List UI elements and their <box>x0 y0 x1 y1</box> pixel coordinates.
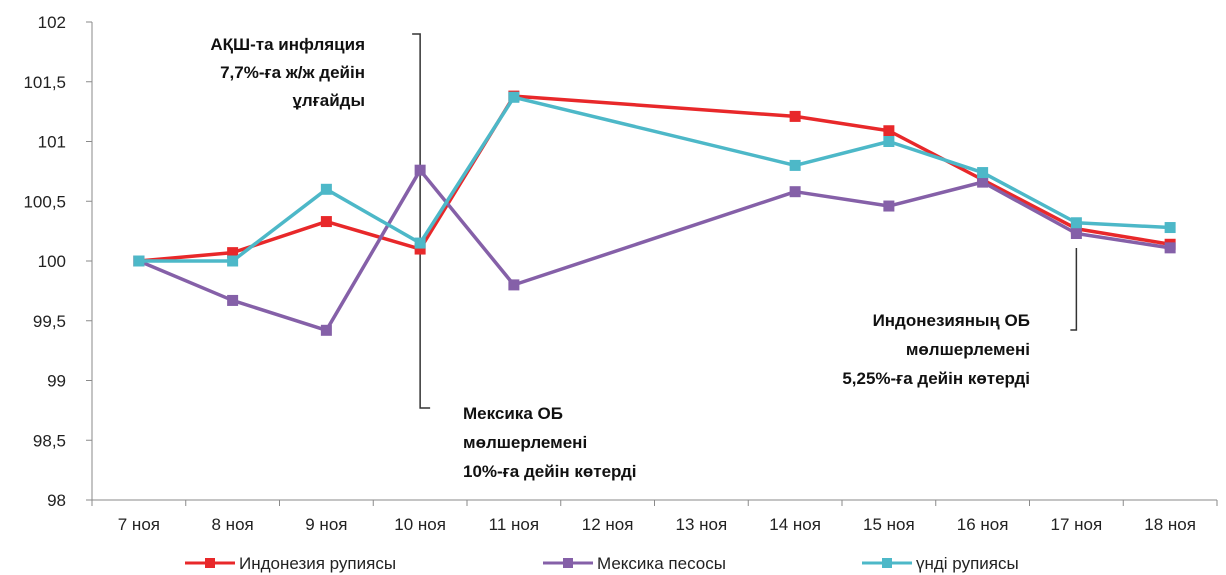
series-line <box>138 168 1171 333</box>
x-tick-label: 11 ноя <box>489 515 539 534</box>
x-tick-label: 12 ноя <box>582 515 634 534</box>
data-point-marker <box>320 324 332 336</box>
annotation-line: АҚШ-та инфляция <box>210 35 365 54</box>
x-tick-label: 8 ноя <box>212 515 254 534</box>
data-point-marker <box>414 164 426 176</box>
data-point-marker <box>320 216 332 228</box>
legend-label: үнді рупиясы <box>916 554 1019 573</box>
series-line <box>138 95 1171 263</box>
y-axis-ticks: 98 98,5 99 99,5 100 100,5 101 101,5 102 <box>23 13 92 510</box>
x-tick-label: 16 ноя <box>957 515 1009 534</box>
annotation-line: мөлшерлемені <box>463 433 587 452</box>
data-point-marker <box>133 255 145 267</box>
y-tick-label: 100,5 <box>23 192 66 211</box>
x-tick-label: 13 ноя <box>676 515 728 534</box>
annotation-line: ұлғайды <box>292 91 365 110</box>
x-tick-label: 7 ноя <box>118 515 160 534</box>
data-point-marker <box>789 159 801 171</box>
annotation-us-inflation: АҚШ-та инфляция 7,7%-ға ж/ж дейін ұлғайд… <box>210 35 365 110</box>
data-point-marker <box>1070 217 1082 229</box>
legend-swatch-marker <box>563 558 573 568</box>
data-point-marker <box>508 91 520 103</box>
data-point-marker <box>320 183 332 195</box>
annotation-line: 5,25%-ға дейін көтерді <box>842 369 1030 388</box>
legend-swatch-marker <box>205 558 215 568</box>
data-point-marker <box>789 186 801 198</box>
y-tick-label: 101 <box>38 133 66 152</box>
annotation-indonesia-rate: Индонезияның ОБ мөлшерлемені 5,25%-ға де… <box>842 311 1030 388</box>
data-point-marker <box>789 110 801 122</box>
x-tick-label: 10 ноя <box>394 515 446 534</box>
y-tick-label: 98 <box>47 491 66 510</box>
data-point-marker <box>414 237 426 249</box>
data-point-marker <box>883 125 895 137</box>
annotation-line: мөлшерлемені <box>906 340 1030 359</box>
data-point-marker <box>977 176 989 188</box>
chart-series <box>133 90 1176 336</box>
y-tick-label: 102 <box>38 13 66 32</box>
y-tick-label: 101,5 <box>23 73 66 92</box>
data-point-marker <box>977 167 989 179</box>
y-tick-label: 100 <box>38 252 66 271</box>
data-point-marker <box>227 294 239 306</box>
x-tick-label: 17 ноя <box>1051 515 1103 534</box>
y-tick-label: 99 <box>47 372 66 391</box>
legend-label: Мексика песосы <box>597 554 726 573</box>
x-tick-label: 18 ноя <box>1144 515 1196 534</box>
chart-legend: Индонезия рупиясы Мексика песосы үнді ру… <box>185 554 1019 573</box>
annotation-line: 10%-ға дейін көтерді <box>463 462 637 481</box>
annotation-line: Индонезияның ОБ <box>873 311 1030 330</box>
data-point-marker <box>883 200 895 212</box>
annotation-leader-line <box>1070 248 1078 331</box>
x-axis-ticks: 7 ноя 8 ноя 9 ноя 10 ноя 11 ноя 12 ноя 13 ноя 1… <box>91 500 1218 534</box>
data-point-marker <box>1164 242 1176 254</box>
annotation-mexico-rate: Мексика ОБ мөлшерлемені 10%-ға дейін көт… <box>463 404 637 481</box>
legend-swatch-marker <box>882 558 892 568</box>
series-line <box>138 94 1171 263</box>
y-tick-label: 99,5 <box>33 312 66 331</box>
legend-label: Индонезия рупиясы <box>239 554 396 573</box>
x-tick-label: 14 ноя <box>769 515 821 534</box>
y-tick-label: 98,5 <box>33 431 66 450</box>
data-point-marker <box>508 279 520 291</box>
legend-item-indonesia: Индонезия рупиясы <box>185 554 396 573</box>
x-tick-label: 9 ноя <box>305 515 347 534</box>
annotation-line: 7,7%-ға ж/ж дейін <box>220 63 365 82</box>
data-point-marker <box>883 136 895 147</box>
data-point-marker <box>1070 228 1082 240</box>
data-point-marker <box>227 255 239 267</box>
chart-axes <box>91 22 1217 501</box>
legend-item-india: үнді рупиясы <box>862 554 1019 573</box>
legend-item-mexico: Мексика песосы <box>543 554 726 573</box>
annotation-line: Мексика ОБ <box>463 404 563 423</box>
data-point-marker <box>1164 222 1176 234</box>
annotation-leader-line <box>412 33 431 409</box>
x-tick-label: 15 ноя <box>863 515 915 534</box>
annotation-leader-lines <box>412 33 1078 409</box>
